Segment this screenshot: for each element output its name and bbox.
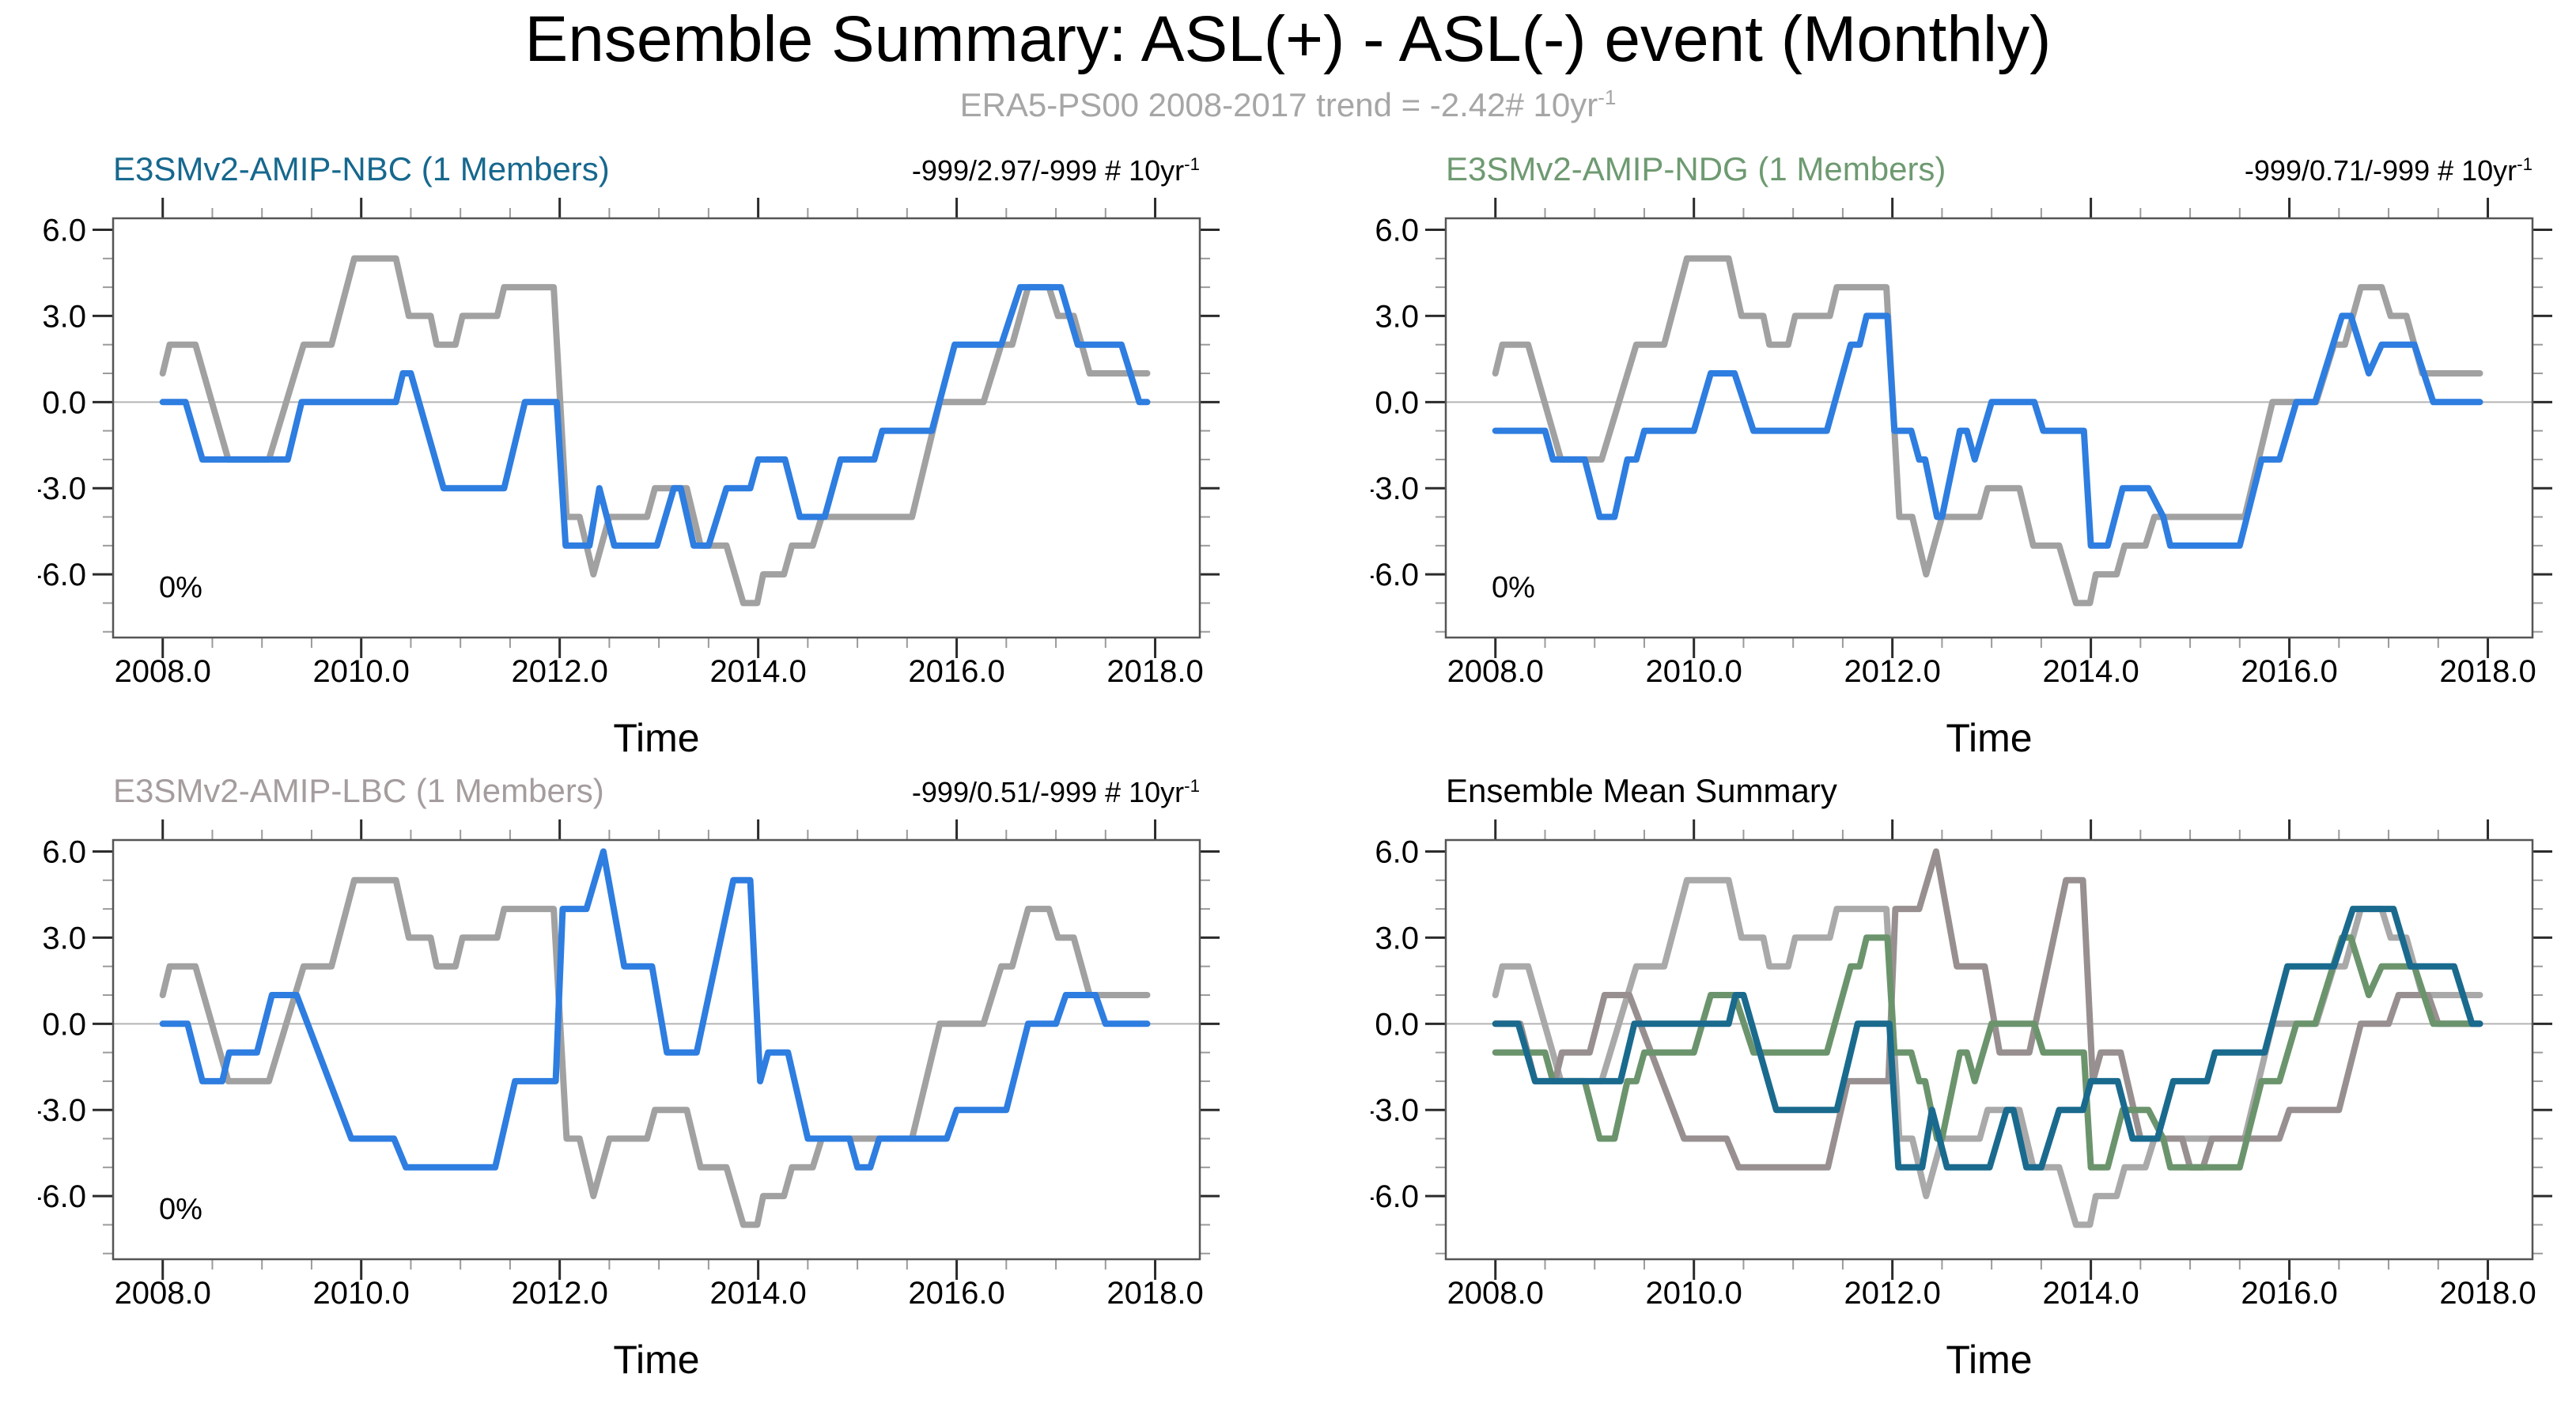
trend-superscript: -1 — [1184, 154, 1200, 174]
svg-text:-6.0: -6.0 — [38, 558, 86, 592]
svg-text:0.0: 0.0 — [1375, 385, 1419, 420]
trend-label: -999/0.51/-999 # 10yr-1 — [912, 776, 1200, 809]
svg-text:0.0: 0.0 — [1375, 1007, 1419, 1042]
svg-text:-6.0: -6.0 — [1371, 558, 1419, 592]
line-chart-lbc: 2008.0 2010.0 2012.0 2014.0 2016.0 2018.0 -6.0… — [38, 819, 1220, 1311]
trend-value: -999/2.97/-999 # 10yr — [911, 154, 1185, 187]
panel-nbc-header: E3SMv2-AMIP-NBC (1 Members) -999/2.97/-9… — [38, 150, 1220, 195]
panel-ensemble-header: Ensemble Mean Summary — [1371, 772, 2552, 816]
panel-title: E3SMv2-AMIP-NBC (1 Members) — [113, 150, 610, 187]
x-axis-title: Time — [1946, 716, 2033, 760]
panel-ndg-header: E3SMv2-AMIP-NDG (1 Members) -999/0.71/-9… — [1371, 150, 2552, 195]
svg-text:-6.0: -6.0 — [1371, 1179, 1419, 1214]
panel-ndg: E3SMv2-AMIP-NDG (1 Members) -999/0.71/-9… — [1371, 150, 2552, 767]
svg-text:2018.0: 2018.0 — [1106, 1276, 1203, 1311]
svg-text:2012.0: 2012.0 — [511, 654, 607, 689]
svg-text:-6.0: -6.0 — [38, 1179, 86, 1214]
svg-text:6.0: 6.0 — [42, 214, 86, 248]
svg-text:2012.0: 2012.0 — [511, 1276, 607, 1311]
trend-value: -999/0.71/-999 # 10yr — [2244, 154, 2517, 187]
svg-text:2010.0: 2010.0 — [1646, 1276, 1742, 1311]
svg-text:2012.0: 2012.0 — [1844, 654, 1940, 689]
panel-lbc-header: E3SMv2-AMIP-LBC (1 Members) -999/0.51/-9… — [38, 772, 1220, 816]
x-axis-title: Time — [613, 1338, 700, 1382]
svg-text:2016.0: 2016.0 — [908, 654, 1004, 689]
x-axis-title: Time — [1946, 1338, 2033, 1382]
panel-nbc: E3SMv2-AMIP-NBC (1 Members) -999/2.97/-9… — [38, 150, 1220, 767]
panel-ensemble-mean: Ensemble Mean Summary 2008.0 2010.0 2012.0… — [1371, 772, 2552, 1389]
svg-text:2018.0: 2018.0 — [2439, 654, 2536, 689]
svg-text:2014.0: 2014.0 — [709, 1276, 806, 1311]
svg-text:2010.0: 2010.0 — [313, 1276, 410, 1311]
svg-text:-3.0: -3.0 — [38, 471, 86, 506]
svg-text:6.0: 6.0 — [1375, 835, 1419, 870]
svg-text:2016.0: 2016.0 — [908, 1276, 1004, 1311]
svg-text:2012.0: 2012.0 — [1844, 1276, 1940, 1311]
panel-title: Ensemble Mean Summary — [1446, 772, 1837, 809]
svg-text:2008.0: 2008.0 — [1447, 654, 1544, 689]
svg-text:0.0: 0.0 — [42, 385, 86, 420]
svg-text:2008.0: 2008.0 — [1447, 1276, 1544, 1311]
svg-text:-3.0: -3.0 — [38, 1093, 86, 1128]
trend-superscript: -1 — [1184, 776, 1200, 796]
line-chart-ensemble: 2008.0 2010.0 2012.0 2014.0 2016.0 2018.0 -6.0… — [1371, 819, 2552, 1311]
svg-text:2014.0: 2014.0 — [2042, 654, 2139, 689]
svg-text:3.0: 3.0 — [1375, 921, 1419, 956]
svg-text:3.0: 3.0 — [1375, 299, 1419, 334]
trend-superscript: -1 — [2517, 154, 2532, 174]
page-title: Ensemble Summary: ASL(+) - ASL(-) event … — [524, 3, 2052, 75]
svg-text:2014.0: 2014.0 — [2042, 1276, 2139, 1311]
svg-text:2010.0: 2010.0 — [313, 654, 410, 689]
svg-text:2014.0: 2014.0 — [709, 654, 806, 689]
svg-text:0.0: 0.0 — [42, 1007, 86, 1042]
panel-title: E3SMv2-AMIP-LBC (1 Members) — [113, 772, 604, 809]
svg-text:3.0: 3.0 — [42, 299, 86, 334]
svg-text:2018.0: 2018.0 — [2439, 1276, 2536, 1311]
trend-label: -999/0.71/-999 # 10yr-1 — [2245, 154, 2532, 187]
line-chart-nbc: 2008.0 2010.0 2012.0 2014.0 2016.0 2018.0 -6.0… — [38, 198, 1220, 689]
trend-value: -999/0.51/-999 # 10yr — [911, 776, 1185, 808]
svg-text:-3.0: -3.0 — [1371, 1093, 1419, 1128]
svg-text:-3.0: -3.0 — [1371, 471, 1419, 506]
svg-text:2010.0: 2010.0 — [1646, 654, 1742, 689]
panel-lbc: E3SMv2-AMIP-LBC (1 Members) -999/0.51/-9… — [38, 772, 1220, 1389]
svg-text:0%: 0% — [1492, 571, 1535, 604]
svg-text:2008.0: 2008.0 — [115, 654, 211, 689]
reference-trend-subtitle: ERA5-PS00 2008-2017 trend = -2.42# 10yr-… — [0, 85, 2576, 124]
svg-text:6.0: 6.0 — [1375, 214, 1419, 248]
svg-text:2016.0: 2016.0 — [2241, 654, 2337, 689]
line-chart-ndg: 2008.0 2010.0 2012.0 2014.0 2016.0 2018.0 -6.0… — [1371, 198, 2552, 689]
subtitle-text: ERA5-PS00 2008-2017 trend = -2.42# 10yr — [959, 86, 1598, 123]
svg-text:0%: 0% — [159, 571, 202, 604]
x-axis-title: Time — [613, 716, 700, 760]
svg-text:3.0: 3.0 — [42, 921, 86, 956]
svg-text:0%: 0% — [159, 1193, 202, 1226]
trend-label: -999/2.97/-999 # 10yr-1 — [912, 154, 1200, 187]
subtitle-superscript: -1 — [1598, 85, 1617, 109]
svg-text:2008.0: 2008.0 — [115, 1276, 211, 1311]
svg-text:2016.0: 2016.0 — [2241, 1276, 2337, 1311]
panel-title: E3SMv2-AMIP-NDG (1 Members) — [1446, 150, 1946, 187]
svg-text:2018.0: 2018.0 — [1106, 654, 1203, 689]
svg-text:6.0: 6.0 — [42, 835, 86, 870]
